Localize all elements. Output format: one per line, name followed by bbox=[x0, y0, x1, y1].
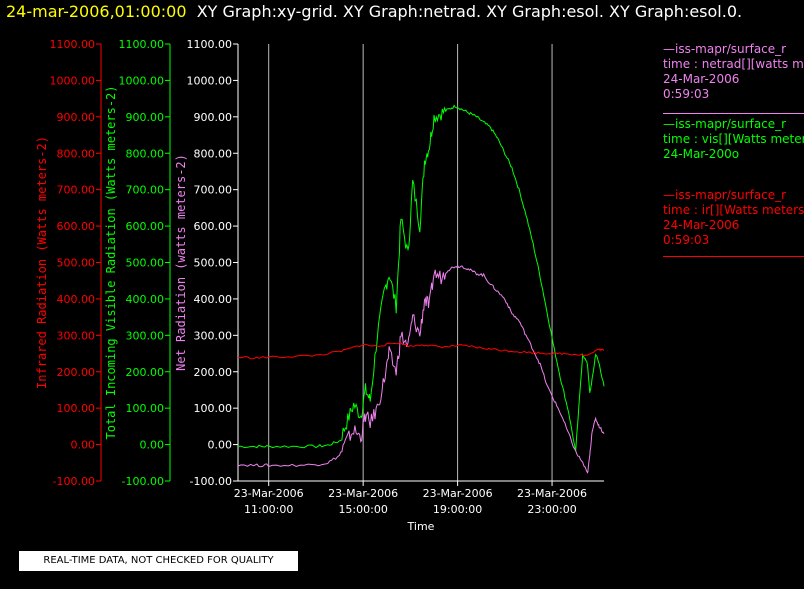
legend-netrad-line3: 24-Mar-2006 bbox=[663, 72, 740, 86]
x-axis-label: Time bbox=[407, 520, 435, 533]
y-axis-label: Total Incoming Visible Radiation (Watts … bbox=[104, 85, 118, 439]
y-axis-label: Net Radiation (watts meters-2) bbox=[174, 154, 188, 371]
y-tick-label: 700.00 bbox=[57, 184, 96, 197]
y-tick-label: 300.00 bbox=[194, 329, 233, 342]
y-tick-label: 400.00 bbox=[194, 293, 233, 306]
legend-ir: —iss-mapr/surface_r time : ir[][Watts me… bbox=[663, 188, 804, 257]
y-tick-label: -100.00 bbox=[122, 475, 164, 488]
y-tick-label: 300.00 bbox=[126, 329, 165, 342]
x-tick-date: 23-Mar-2006 bbox=[423, 487, 493, 500]
y-tick-label: 0.00 bbox=[208, 439, 233, 452]
y-tick-label: 200.00 bbox=[126, 366, 165, 379]
y-tick-label: 500.00 bbox=[57, 257, 96, 270]
legend-separator bbox=[663, 113, 804, 114]
data-series bbox=[237, 104, 605, 474]
series-line-ir bbox=[237, 341, 605, 360]
y-tick-label: 0.00 bbox=[71, 439, 96, 452]
timestamp: 24-mar-2006,01:00:00 bbox=[6, 2, 187, 21]
y-tick-label: 1100.00 bbox=[119, 38, 165, 51]
y-axis-label: Infrared Radiation (Watts meters-2) bbox=[35, 136, 49, 389]
y-tick-label: 1100.00 bbox=[50, 38, 96, 51]
y-tick-label: 900.00 bbox=[194, 111, 233, 124]
legend-netrad-line4: 0:59:03 bbox=[663, 87, 710, 101]
legend-ir-line1: —iss-mapr/surface_r bbox=[663, 188, 787, 202]
y-tick-label: 500.00 bbox=[126, 257, 165, 270]
y-tick-label: 400.00 bbox=[126, 293, 165, 306]
x-tick-time: 19:00:00 bbox=[433, 503, 482, 516]
y-tick-label: 100.00 bbox=[194, 402, 233, 415]
y-tick-label: 600.00 bbox=[126, 220, 165, 233]
y-tick-label: 1100.00 bbox=[187, 38, 233, 51]
y-tick-label: 1000.00 bbox=[187, 74, 233, 87]
graph-titles: XY Graph:xy-grid. XY Graph:netrad. XY Gr… bbox=[196, 2, 743, 21]
y-tick-label: 300.00 bbox=[57, 329, 96, 342]
y-tick-label: 900.00 bbox=[57, 111, 96, 124]
y-tick-label: 100.00 bbox=[57, 402, 96, 415]
legend-netrad: —iss-mapr/surface_r time : netrad[][watt… bbox=[663, 42, 804, 114]
y-tick-label: 1000.00 bbox=[50, 74, 96, 87]
legend-esol-line3: 24-Mar-200o bbox=[663, 147, 740, 161]
legend-esol-line1: —iss-mapr/surface_r bbox=[663, 117, 787, 131]
y-tick-label: -100.00 bbox=[53, 475, 95, 488]
legend-ir-line4: 0:59:03 bbox=[663, 233, 710, 247]
y-axes: -100.00 0.00 100.00 200.00 300.00 400.00 500.0… bbox=[35, 38, 239, 488]
y-tick-label: 100.00 bbox=[126, 402, 165, 415]
y-tick-label: 0.00 bbox=[140, 439, 165, 452]
series-line-vis bbox=[237, 104, 605, 451]
quality-disclaimer: REAL-TIME DATA, NOT CHECKED FOR QUALITY bbox=[19, 551, 298, 571]
x-tick-date: 23-Mar-2006 bbox=[517, 487, 587, 500]
y-tick-label: 200.00 bbox=[194, 366, 233, 379]
grid bbox=[268, 44, 553, 481]
x-tick-date: 23-Mar-2006 bbox=[328, 487, 398, 500]
series-line-netrad bbox=[237, 264, 605, 474]
x-tick-date: 23-Mar-2006 bbox=[234, 487, 304, 500]
y-tick-label: 700.00 bbox=[194, 184, 233, 197]
legend-ir-line2: time : ir[][Watts meters bbox=[663, 203, 804, 217]
y-tick-label: 800.00 bbox=[126, 147, 165, 160]
x-axis: 23-Mar-2006 11:00:00 23-Mar-2006 15:00:00 23… bbox=[234, 480, 604, 516]
legend-ir-line3: 24-Mar-2006 bbox=[663, 218, 740, 232]
legend-esol-line2: time : vis[][Watts meter bbox=[663, 132, 804, 146]
x-tick-time: 15:00:00 bbox=[338, 503, 387, 516]
y-tick-label: 1000.00 bbox=[119, 74, 165, 87]
y-tick-label: 500.00 bbox=[194, 257, 233, 270]
window-title: 24-mar-2006,01:00:00 XY Graph:xy-grid. X… bbox=[6, 2, 742, 21]
y-tick-label: -100.00 bbox=[190, 475, 232, 488]
y-tick-label: 600.00 bbox=[57, 220, 96, 233]
legend-netrad-line1: —iss-mapr/surface_r bbox=[663, 42, 787, 56]
y-tick-label: 700.00 bbox=[126, 184, 165, 197]
legend-separator bbox=[663, 256, 804, 257]
legend-netrad-line2: time : netrad[][watts m bbox=[663, 57, 804, 71]
x-tick-time: 23:00:00 bbox=[527, 503, 576, 516]
x-tick-time: 11:00:00 bbox=[244, 503, 293, 516]
y-tick-label: 800.00 bbox=[57, 147, 96, 160]
y-tick-label: 900.00 bbox=[126, 111, 165, 124]
y-tick-label: 400.00 bbox=[57, 293, 96, 306]
y-tick-label: 200.00 bbox=[57, 366, 96, 379]
y-tick-label: 800.00 bbox=[194, 147, 233, 160]
legend-esol: —iss-mapr/surface_r time : vis[][Watts m… bbox=[663, 117, 804, 162]
y-tick-label: 600.00 bbox=[194, 220, 233, 233]
